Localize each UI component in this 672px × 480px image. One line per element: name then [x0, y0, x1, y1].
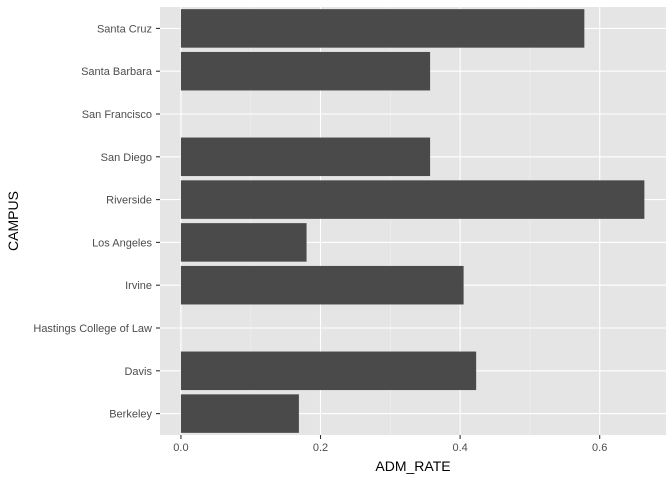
y-tick-label: San Francisco [82, 109, 152, 121]
y-tick-label: Riverside [106, 195, 152, 207]
y-axis: Berkeley Davis Hastings College of Law Irvi… [33, 23, 160, 421]
y-tick-label: Los Angeles [92, 237, 152, 249]
x-tick-label: 0.6 [592, 442, 607, 454]
bar [180, 265, 464, 305]
bars [180, 9, 645, 433]
bar [180, 394, 299, 433]
y-tick-label: Santa Cruz [97, 23, 152, 35]
bar [180, 351, 477, 391]
x-tick-label: 0.2 [313, 442, 328, 454]
y-tick-label: Davis [124, 366, 152, 378]
y-tick-label: Santa Barbara [81, 66, 153, 78]
y-tick-label: San Diego [101, 152, 152, 164]
x-tick-label: 0.0 [173, 442, 188, 454]
x-axis: 0.0 0.2 0.4 0.6 [173, 435, 607, 454]
bar [180, 137, 431, 177]
bar [180, 223, 307, 262]
y-axis-title: CAMPUS [5, 191, 21, 251]
bar [180, 9, 585, 48]
y-tick-label: Berkeley [109, 409, 152, 421]
x-tick-label: 0.4 [452, 442, 467, 454]
bar [180, 180, 645, 219]
y-tick-label: Hastings College of Law [33, 323, 152, 335]
y-tick-label: Irvine [125, 280, 152, 292]
x-axis-title: ADM_RATE [375, 458, 450, 474]
bar [180, 51, 431, 91]
